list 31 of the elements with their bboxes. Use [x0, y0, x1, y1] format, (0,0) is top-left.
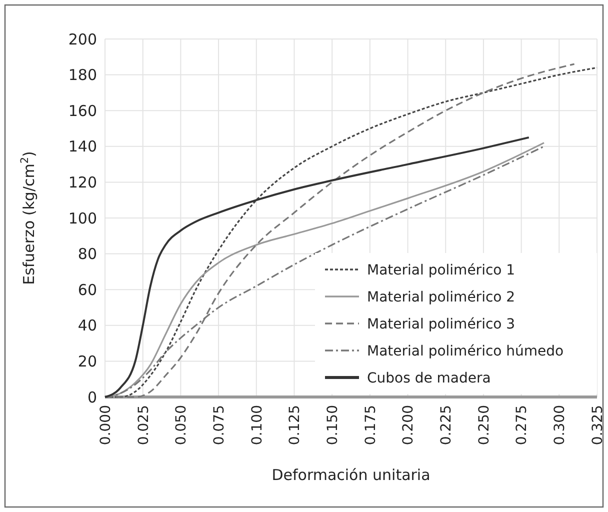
- y-tick-label: 200: [68, 30, 97, 48]
- legend-label: Material polimérico 2: [367, 289, 516, 306]
- x-tick-label: 0.050: [174, 405, 190, 446]
- y-tick-label: 0: [87, 388, 97, 406]
- x-tick-label: 0.175: [362, 405, 379, 446]
- x-tick-label: 0.125: [287, 405, 304, 446]
- legend-label: Material polimérico húmedo: [367, 343, 564, 360]
- y-tick-label: 180: [68, 66, 97, 84]
- y-tick-label: 100: [68, 209, 97, 228]
- x-tick-label: 0.150: [324, 405, 341, 446]
- x-tick-label: 0.325: [590, 405, 606, 446]
- y-tick-label: 60: [78, 280, 97, 299]
- x-tick-label: 0.200: [400, 405, 417, 446]
- x-tick-label: 0.100: [249, 405, 266, 446]
- y-tick-label: 20: [78, 352, 97, 370]
- x-tick-label: 0.225: [438, 405, 455, 446]
- x-tick-label: 0.300: [552, 405, 568, 446]
- x-tick-label: 0.025: [136, 405, 152, 446]
- x-tick-label: 0.000: [98, 405, 114, 446]
- y-tick-label: 140: [68, 138, 97, 156]
- legend-label: Cubos de madera: [367, 370, 491, 386]
- legend-label: Material polimérico 3: [367, 316, 516, 332]
- x-tick-label: 0.275: [514, 405, 530, 446]
- x-tick-label: 0.250: [476, 405, 492, 446]
- x-tick-label: 0.075: [211, 405, 228, 446]
- x-axis-title: Deformación unitaria: [272, 466, 430, 484]
- y-tick-label: 80: [78, 245, 97, 264]
- legend-label: Material polimérico 1: [367, 262, 516, 278]
- y-tick-label: 160: [68, 102, 97, 120]
- y-tick-label: 120: [68, 173, 97, 192]
- y-tick-label: 40: [78, 316, 97, 335]
